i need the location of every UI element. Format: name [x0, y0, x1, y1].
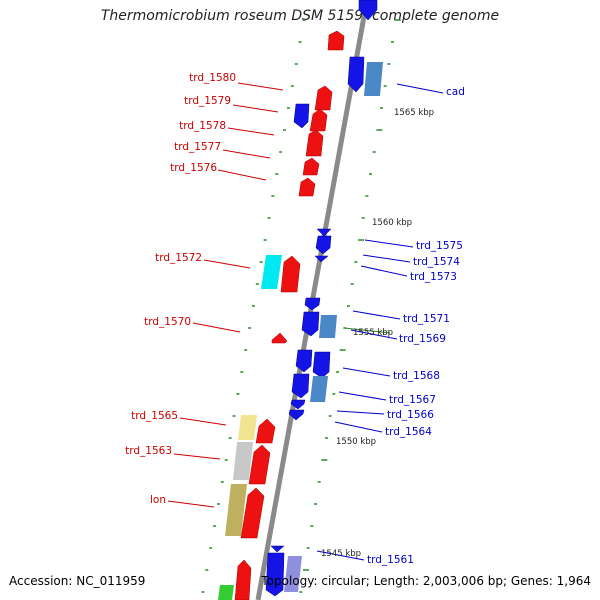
- gene-trd_1573[interactable]: [314, 255, 329, 263]
- gene-trd_1568-a[interactable]: [295, 349, 313, 373]
- label-trd_1575: trd_1575: [416, 240, 463, 252]
- right-labels: cad trd_1575 trd_1574 trd_1573 trd_1571 …: [367, 86, 465, 566]
- label-trd_1576: trd_1576: [170, 162, 217, 174]
- right-callouts: [316, 83, 444, 561]
- scale-1550: 1550 kbp: [336, 437, 376, 447]
- gene-bottom-green[interactable]: [218, 585, 234, 600]
- label-trd_1565: trd_1565: [131, 410, 178, 422]
- gene-cad[interactable]: [347, 56, 365, 93]
- gene-trd_1572[interactable]: [280, 255, 301, 293]
- label-trd_1569: trd_1569: [399, 333, 446, 345]
- gene-trd_1563[interactable]: [248, 444, 271, 485]
- gene-trd_1561-lavender[interactable]: [284, 556, 302, 592]
- reverse-strand-genes: [265, 0, 378, 597]
- label-trd_1578: trd_1578: [179, 120, 226, 132]
- gene-trd_1561[interactable]: [265, 552, 285, 597]
- left-callouts: [167, 82, 284, 508]
- scale-1565: 1565 kbp: [394, 108, 434, 118]
- gene-trd_1564[interactable]: [288, 409, 305, 421]
- accession-text: Accession: NC_011959: [9, 574, 146, 588]
- gene-trd_1577[interactable]: [302, 157, 320, 176]
- gene-trd_1568-b[interactable]: [312, 351, 331, 379]
- label-trd_1573: trd_1573: [410, 271, 457, 283]
- scale-labels: 1565 kbp 1560 kbp 1555 kbp 1550 kbp 1545…: [321, 108, 434, 559]
- gene-trd_1579-rev[interactable]: [293, 103, 310, 129]
- gene-trd_1571[interactable]: [304, 297, 321, 311]
- gene-trd_1565-yellow[interactable]: [238, 415, 257, 440]
- gene-trd_1578[interactable]: [305, 129, 324, 157]
- gene-bottom-fwd[interactable]: [234, 559, 252, 600]
- gene-trd_1567-steel[interactable]: [310, 376, 328, 402]
- label-cad: cad: [446, 86, 465, 98]
- label-trd_1574: trd_1574: [413, 256, 460, 268]
- label-trd_1579: trd_1579: [184, 95, 231, 107]
- label-trd_1568: trd_1568: [393, 370, 440, 382]
- gene-trd_1566[interactable]: [290, 399, 306, 410]
- genome-summary-text: Topology: circular; Length: 2,003,006 bp…: [261, 574, 591, 588]
- label-trd_1564: trd_1564: [385, 426, 432, 438]
- label-trd_1567: trd_1567: [389, 394, 436, 406]
- gene-trd_1561-tip: [270, 545, 285, 553]
- gene-trd_1579[interactable]: [309, 108, 328, 132]
- gene-trd_1576[interactable]: [298, 177, 316, 197]
- label-trd_1572: trd_1572: [155, 252, 202, 264]
- colored-genes: [218, 62, 383, 600]
- label-trd_1561: trd_1561: [367, 554, 414, 566]
- scale-1545: 1545 kbp: [321, 549, 361, 559]
- gene-lon-khaki[interactable]: [225, 484, 247, 536]
- label-trd_1577: trd_1577: [174, 141, 221, 153]
- gene-trd_1565[interactable]: [255, 418, 276, 444]
- gene-trd_1580[interactable]: [314, 85, 333, 111]
- gene-trd_1569-steel[interactable]: [319, 315, 337, 338]
- gene-top-fwd[interactable]: [327, 30, 345, 51]
- label-trd_1563: trd_1563: [125, 445, 172, 457]
- gene-trd_1575[interactable]: [315, 235, 332, 255]
- gene-trd_1563-silver[interactable]: [233, 442, 253, 480]
- label-trd_1570: trd_1570: [144, 316, 191, 328]
- gene-trd_1570[interactable]: [271, 332, 288, 344]
- label-trd_1571: trd_1571: [403, 313, 450, 325]
- scale-callouts: [343, 327, 391, 334]
- gene-trd_1569[interactable]: [301, 311, 320, 337]
- label-trd_1580: trd_1580: [189, 72, 236, 84]
- scale-1560: 1560 kbp: [372, 218, 412, 228]
- label-lon: lon: [150, 494, 166, 506]
- gene-trd_1575-tip: [316, 228, 332, 237]
- forward-strand-genes: [234, 30, 345, 600]
- tick-marks: [201, 19, 401, 593]
- gene-top-rev[interactable]: [358, 0, 378, 21]
- gene-trd_1567[interactable]: [291, 373, 310, 399]
- left-labels: trd_1580 trd_1579 trd_1578 trd_1577 trd_…: [125, 72, 236, 506]
- gene-lon[interactable]: [240, 487, 265, 539]
- scale-1555: 1555 kbp: [353, 328, 393, 338]
- gene-trd_1572-cyan[interactable]: [261, 255, 282, 289]
- label-trd_1566: trd_1566: [387, 409, 434, 421]
- gene-cad-steel[interactable]: [364, 62, 383, 96]
